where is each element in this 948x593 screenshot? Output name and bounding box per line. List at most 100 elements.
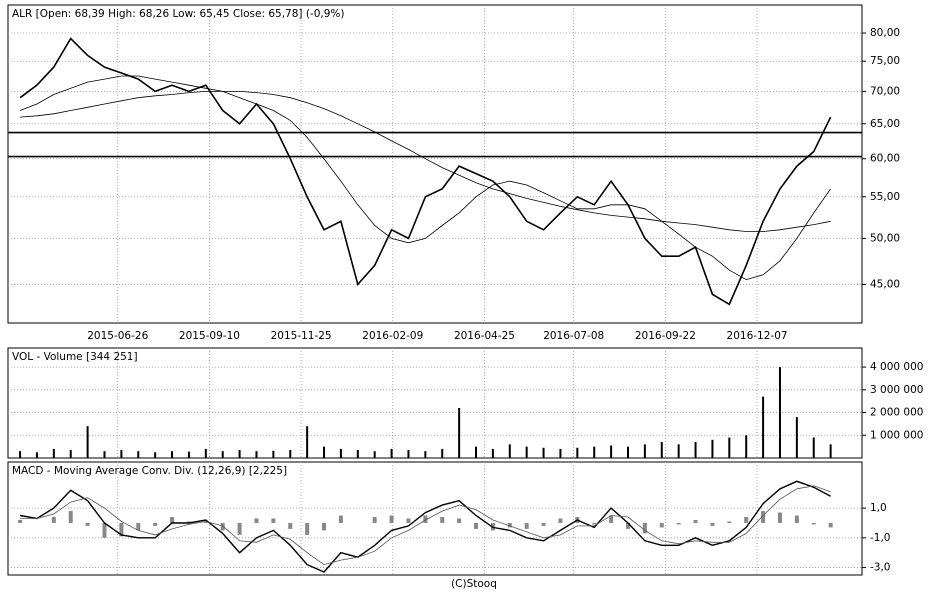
- volume-bar: [154, 452, 157, 458]
- y-tick-label: 1 000 000: [870, 429, 923, 441]
- x-tick-label: 2016-04-25: [454, 330, 515, 342]
- volume-bar: [795, 417, 798, 458]
- histogram-bar: [710, 522, 715, 526]
- volume-bar: [508, 444, 511, 458]
- volume-bar: [475, 446, 478, 458]
- volume-bar: [272, 450, 275, 458]
- volume-bar: [19, 451, 22, 458]
- histogram-bar: [541, 522, 546, 526]
- volume-bar: [255, 451, 258, 458]
- volume-bar: [610, 445, 613, 458]
- histogram-bar: [102, 522, 107, 538]
- x-tick-label: 2016-02-09: [362, 330, 423, 342]
- histogram-bar: [744, 517, 749, 523]
- histogram-bar: [372, 517, 377, 523]
- volume-bar: [643, 444, 646, 458]
- histogram-bar: [288, 522, 293, 529]
- histogram-bar: [322, 522, 327, 531]
- histogram-bar: [119, 522, 124, 537]
- histogram-bar: [474, 522, 479, 529]
- volume-bar: [458, 408, 461, 458]
- histogram-bar: [558, 518, 563, 523]
- volume-bar: [52, 448, 55, 458]
- volume-bar: [660, 442, 663, 458]
- volume-bar: [559, 448, 562, 458]
- histogram-bar: [220, 522, 225, 531]
- y-tick-label: 65,00: [870, 118, 900, 130]
- histogram-bar: [305, 522, 310, 535]
- histogram-bar: [389, 515, 394, 523]
- histogram-bar: [170, 517, 175, 523]
- volume-bar: [576, 447, 579, 458]
- y-tick-label: 2 000 000: [870, 407, 923, 419]
- panel-title: VOL - Volume [344 251]: [12, 351, 138, 363]
- panel-title: ALR [Open: 68,39 High: 68,26 Low: 65,45 …: [12, 8, 345, 20]
- volume-bar: [407, 450, 410, 458]
- volume-bar: [694, 442, 697, 458]
- volume-bar: [525, 446, 528, 458]
- histogram-bar: [153, 522, 158, 526]
- y-tick-label: 80,00: [870, 27, 900, 39]
- volume-bar: [626, 446, 629, 458]
- volume-bar: [187, 451, 190, 458]
- y-tick-label: 55,00: [870, 191, 900, 203]
- volume-bar: [711, 439, 714, 458]
- volume-bar: [778, 367, 781, 458]
- y-tick-label: 4 000 000: [870, 361, 923, 373]
- volume-bar: [593, 446, 596, 458]
- y-tick-label: 3 000 000: [870, 384, 923, 396]
- histogram-bar: [338, 515, 343, 523]
- histogram-bar: [423, 515, 428, 523]
- x-tick-label: 2016-07-08: [543, 330, 604, 342]
- histogram-bar: [794, 515, 799, 523]
- x-tick-label: 2015-11-25: [271, 330, 332, 342]
- x-tick-label: 2016-09-22: [635, 330, 696, 342]
- panel-frame: [7, 347, 863, 459]
- volume-bar: [812, 437, 815, 458]
- histogram-bar: [237, 522, 242, 535]
- histogram-bar: [271, 518, 276, 523]
- y-tick-label: 1,0: [870, 502, 887, 514]
- volume-bar: [323, 446, 326, 458]
- volume-bar: [35, 452, 38, 458]
- histogram-bar: [186, 521, 191, 523]
- volume-bar: [171, 451, 174, 458]
- histogram-bar: [828, 522, 833, 528]
- volume-bar: [103, 451, 106, 458]
- histogram-bar: [85, 522, 90, 526]
- y-tick-label: -1,0: [870, 532, 891, 544]
- volume-bar: [289, 450, 292, 458]
- histogram-bar: [676, 522, 681, 525]
- volume-bar: [120, 450, 123, 458]
- histogram-bar: [524, 522, 529, 529]
- y-tick-label: -3,0: [870, 562, 891, 574]
- histogram-bar: [68, 511, 73, 523]
- volume-bar: [829, 444, 832, 458]
- series-line: [20, 91, 831, 232]
- volume-bar: [441, 448, 444, 458]
- histogram-bar: [761, 511, 766, 523]
- x-tick-label: 2016-12-07: [727, 330, 788, 342]
- histogram-bar: [609, 515, 614, 523]
- histogram-bar: [203, 521, 208, 523]
- footer: (C)Stooq: [451, 578, 497, 590]
- volume-bar: [762, 396, 765, 458]
- histogram-bar: [592, 522, 597, 525]
- volume-bar: [677, 444, 680, 458]
- volume-bar: [745, 435, 748, 458]
- histogram-bar: [254, 518, 259, 523]
- volume-bar: [238, 450, 241, 458]
- volume-bar: [373, 451, 376, 458]
- volume-bar: [306, 426, 309, 458]
- histogram-bar: [457, 518, 462, 523]
- volume-bar: [69, 450, 72, 458]
- volume-bar: [137, 451, 140, 458]
- volume-bar: [424, 451, 427, 458]
- y-tick-label: 50,00: [870, 232, 900, 244]
- histogram-bar: [18, 519, 23, 523]
- volume-bar: [356, 450, 359, 458]
- volume-bar: [339, 448, 342, 458]
- volume-bar: [491, 448, 494, 458]
